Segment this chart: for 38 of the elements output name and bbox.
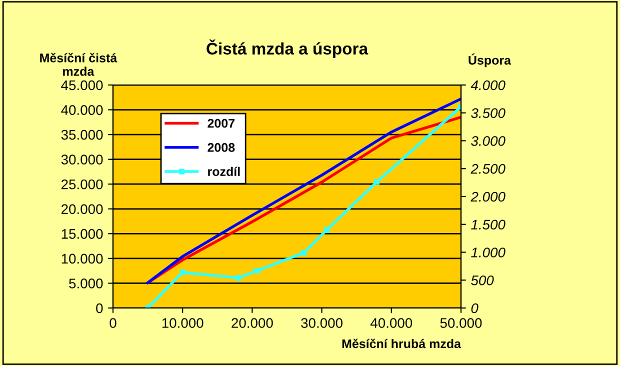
point xyxy=(374,179,380,185)
point xyxy=(324,227,330,233)
legend-label: 2008 xyxy=(208,143,235,152)
y2-tick-label: 2.500 xyxy=(470,164,506,174)
x-tick-label: 40.000 xyxy=(370,318,412,328)
y2-tick-label: 4.000 xyxy=(470,80,506,90)
x-tick-label: 50.000 xyxy=(440,318,482,328)
y-tick-label: 45.000 xyxy=(61,80,103,90)
point xyxy=(236,275,242,281)
y2-tick-label: 0 xyxy=(471,303,478,314)
point xyxy=(300,250,306,256)
x-tick-label: 10.000 xyxy=(162,318,204,328)
y-tick-label: 15.000 xyxy=(62,229,103,239)
y-tick-label: 35.000 xyxy=(61,130,103,140)
point xyxy=(254,268,260,274)
y-tick-label: 0 xyxy=(96,303,103,314)
y-axis-title: Měsíční čistá mzda xyxy=(40,52,118,76)
y2-tick-label: 3.000 xyxy=(471,136,506,146)
legend-label: 2007 xyxy=(208,118,235,128)
y2-tick-label: 1.500 xyxy=(471,220,506,230)
chart-title: Čistá mzda a úspora xyxy=(206,40,368,58)
y2-tick-label: 2.000 xyxy=(470,192,506,202)
x-tick-label: 30.000 xyxy=(301,318,342,328)
y-tick-label: 10.000 xyxy=(62,254,103,264)
y-tick-label: 40.000 xyxy=(61,105,103,115)
y2-tick-label: 500 xyxy=(471,275,494,286)
legend-label: rozdíl xyxy=(208,166,240,176)
y-tick-label: 25.000 xyxy=(62,179,103,190)
x-axis-title: Měsíční hrubá mzda xyxy=(342,338,462,348)
y2-axis-title: Úspora xyxy=(468,53,512,68)
point xyxy=(180,270,186,276)
y-tick-label: 20.000 xyxy=(62,204,103,214)
y2-tick-label: 3.500 xyxy=(471,108,506,118)
y2-tick-label: 1.000 xyxy=(471,248,506,258)
y-tick-label: 30.000 xyxy=(61,154,103,165)
x-tick-label: 0 xyxy=(110,318,116,328)
x-tick-label: 20.000 xyxy=(232,318,273,328)
y-tick-label: 5.000 xyxy=(69,278,103,288)
